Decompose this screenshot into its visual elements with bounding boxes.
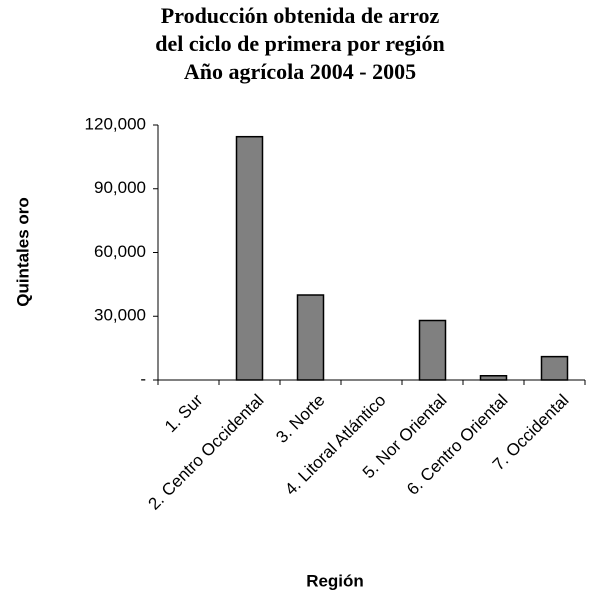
bar: [479, 375, 508, 381]
y-axis-title: Quintales oro: [13, 197, 32, 307]
bar: [296, 294, 325, 381]
y-tick-label: 30,000: [94, 306, 146, 325]
bar: [540, 355, 569, 381]
x-tick-label: 4. Litoral Atlántico: [281, 391, 389, 499]
y-tick-label: 90,000: [94, 178, 146, 197]
chart-title: Año agrícola 2004 - 2005: [184, 59, 416, 84]
x-axis-title: Región: [306, 571, 364, 590]
x-tick-label: 1. Sur: [161, 390, 207, 436]
chart-title: del ciclo de primera por región: [155, 31, 444, 56]
bar: [235, 135, 264, 381]
bar: [418, 319, 447, 381]
chart-title: Producción obtenida de arroz: [161, 3, 440, 28]
y-tick-label: 60,000: [94, 242, 146, 261]
y-tick-label: 120,000: [85, 114, 146, 133]
y-tick-label: -: [140, 369, 146, 388]
x-tick-label: 2. Centro Occidental: [144, 391, 267, 514]
x-tick-label: 3. Norte: [272, 391, 328, 447]
